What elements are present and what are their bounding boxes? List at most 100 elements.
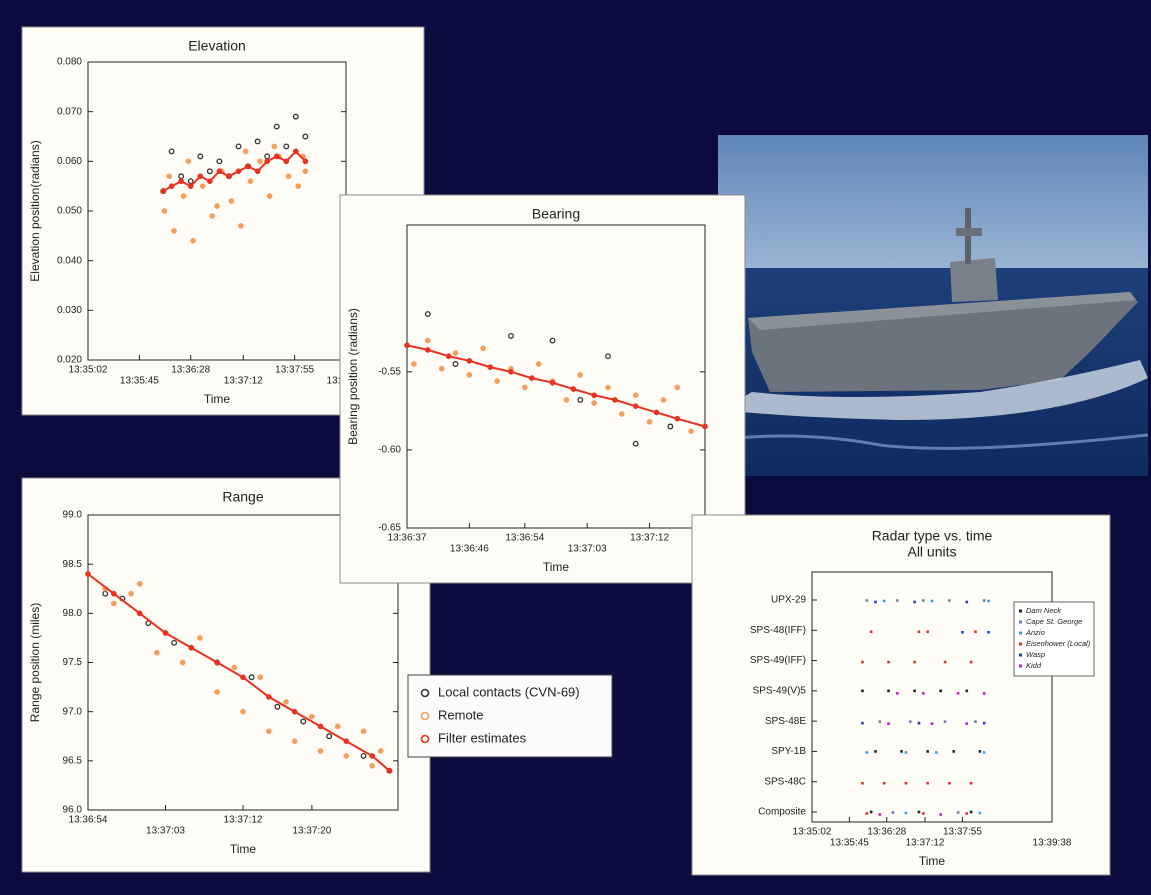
data-point xyxy=(254,168,261,175)
data-point xyxy=(197,153,204,160)
data-point xyxy=(214,689,221,695)
data-point xyxy=(248,674,255,681)
carrier-photo xyxy=(717,135,1149,476)
flight-deck xyxy=(748,292,1136,330)
data-point xyxy=(987,599,990,603)
data-point xyxy=(926,781,929,785)
data-point xyxy=(869,630,873,634)
data-point xyxy=(978,811,982,815)
data-point xyxy=(882,599,886,603)
legend-marker xyxy=(1019,664,1022,668)
data-point xyxy=(369,753,376,759)
data-point xyxy=(209,213,216,219)
x-axis-label: Time xyxy=(919,854,946,868)
data-point xyxy=(179,659,186,666)
y-tick-label: -0.60 xyxy=(378,445,401,456)
x-axis-label: Time xyxy=(230,842,257,856)
legend-label: Filter estimates xyxy=(438,730,527,745)
data-point xyxy=(865,751,869,754)
data-point xyxy=(974,630,977,634)
legend-label: Remote xyxy=(438,707,484,722)
data-point xyxy=(653,409,660,416)
data-point xyxy=(869,810,873,814)
data-point xyxy=(197,635,203,641)
data-point xyxy=(965,722,969,725)
x-tick-label: 13:36:28 xyxy=(171,365,210,376)
data-point xyxy=(168,148,175,155)
data-point xyxy=(969,810,973,814)
y-tick-label: 0.040 xyxy=(57,255,82,266)
data-point xyxy=(618,411,625,417)
chart-scatter: Range 13:36:54 13:37:03 13:37:12 13:37:20 Tim… xyxy=(21,477,431,873)
legend-marker xyxy=(1019,653,1022,657)
chart-scatter: Bearing 13:36:37 13:36:46 13:36:54 13:37:03 1… xyxy=(339,194,746,584)
legend-label: Wasp xyxy=(1026,650,1045,659)
data-point xyxy=(136,580,143,587)
data-point xyxy=(452,361,459,367)
x-tick-label: 13:35:45 xyxy=(120,376,159,387)
y-tick-label: SPY-1B xyxy=(771,746,806,757)
data-point xyxy=(216,168,223,175)
x-tick-label: 13:35:02 xyxy=(69,365,108,376)
y-tick-label: -0.55 xyxy=(378,366,401,377)
data-point xyxy=(961,630,964,634)
data-point xyxy=(917,810,921,814)
y-tick-label: 96.0 xyxy=(63,805,83,816)
chart-title: Elevation xyxy=(188,38,246,54)
data-point xyxy=(404,342,410,349)
data-point xyxy=(861,721,864,725)
data-point xyxy=(917,721,921,725)
data-point xyxy=(913,660,916,664)
data-point xyxy=(982,692,986,695)
data-point xyxy=(285,173,292,180)
data-point xyxy=(411,361,417,367)
data-point xyxy=(939,689,942,693)
y-tick-label: Composite xyxy=(758,807,806,818)
filter-line xyxy=(162,149,307,192)
data-point xyxy=(265,694,272,700)
data-point xyxy=(917,630,921,634)
data-point xyxy=(487,364,494,370)
legend-marker xyxy=(1019,642,1022,646)
data-point xyxy=(291,708,298,715)
data-point xyxy=(197,173,204,180)
data-point xyxy=(369,762,376,769)
plot-frame xyxy=(406,224,706,529)
x-tick-label: 13:37:55 xyxy=(275,365,314,376)
data-point xyxy=(549,379,556,386)
data-point xyxy=(508,332,514,339)
data-point xyxy=(612,397,618,403)
data-point xyxy=(913,689,916,693)
y-tick-label: 0.070 xyxy=(57,106,82,117)
data-point xyxy=(214,203,220,209)
data-point xyxy=(591,392,597,399)
data-point xyxy=(171,639,178,646)
data-point xyxy=(930,599,934,603)
legend: Local contacts (CVN-69) Remote Filter esti… xyxy=(407,674,613,758)
data-point xyxy=(702,423,708,430)
x-tick-label: 13:36:28 xyxy=(867,827,906,838)
data-point xyxy=(895,599,899,602)
x-tick-label: 13:37:12 xyxy=(906,838,945,849)
data-point xyxy=(161,208,168,214)
data-point xyxy=(185,158,192,165)
data-point xyxy=(466,372,473,378)
y-tick-label: 97.0 xyxy=(63,706,83,717)
data-point xyxy=(188,644,195,651)
data-point xyxy=(85,571,91,577)
data-point xyxy=(110,600,117,607)
data-point xyxy=(674,415,681,422)
data-point xyxy=(930,722,934,725)
data-point xyxy=(228,198,235,204)
legend-marker xyxy=(1019,609,1022,613)
x-tick-label: 13:36:37 xyxy=(388,533,427,544)
y-axis-label: Elevation position(radians) xyxy=(28,140,42,281)
data-point xyxy=(978,750,982,753)
data-point xyxy=(295,183,302,190)
data-point xyxy=(154,649,160,656)
legend-label: Anzio xyxy=(1025,628,1045,637)
legend-marker xyxy=(420,734,430,744)
data-point xyxy=(377,748,384,754)
data-point xyxy=(309,713,315,720)
data-point xyxy=(922,692,925,695)
